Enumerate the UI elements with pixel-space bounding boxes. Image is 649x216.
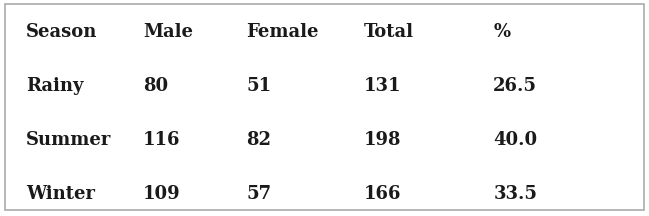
Text: 80: 80 <box>143 77 168 95</box>
Text: 57: 57 <box>247 185 272 203</box>
Text: 166: 166 <box>363 185 401 203</box>
Text: Total: Total <box>363 23 413 41</box>
Text: Season: Season <box>26 23 97 41</box>
Text: 82: 82 <box>247 131 272 149</box>
FancyBboxPatch shape <box>5 4 644 210</box>
Text: Summer: Summer <box>26 131 112 149</box>
Text: 26.5: 26.5 <box>493 77 537 95</box>
Text: 116: 116 <box>143 131 180 149</box>
Text: Rainy: Rainy <box>26 77 84 95</box>
Text: Female: Female <box>247 23 319 41</box>
Text: 198: 198 <box>363 131 401 149</box>
Text: 33.5: 33.5 <box>493 185 537 203</box>
Text: 131: 131 <box>363 77 401 95</box>
Text: 51: 51 <box>247 77 272 95</box>
Text: 40.0: 40.0 <box>493 131 537 149</box>
Text: Winter: Winter <box>26 185 95 203</box>
Text: Male: Male <box>143 23 193 41</box>
Text: %: % <box>493 23 510 41</box>
Text: 109: 109 <box>143 185 180 203</box>
